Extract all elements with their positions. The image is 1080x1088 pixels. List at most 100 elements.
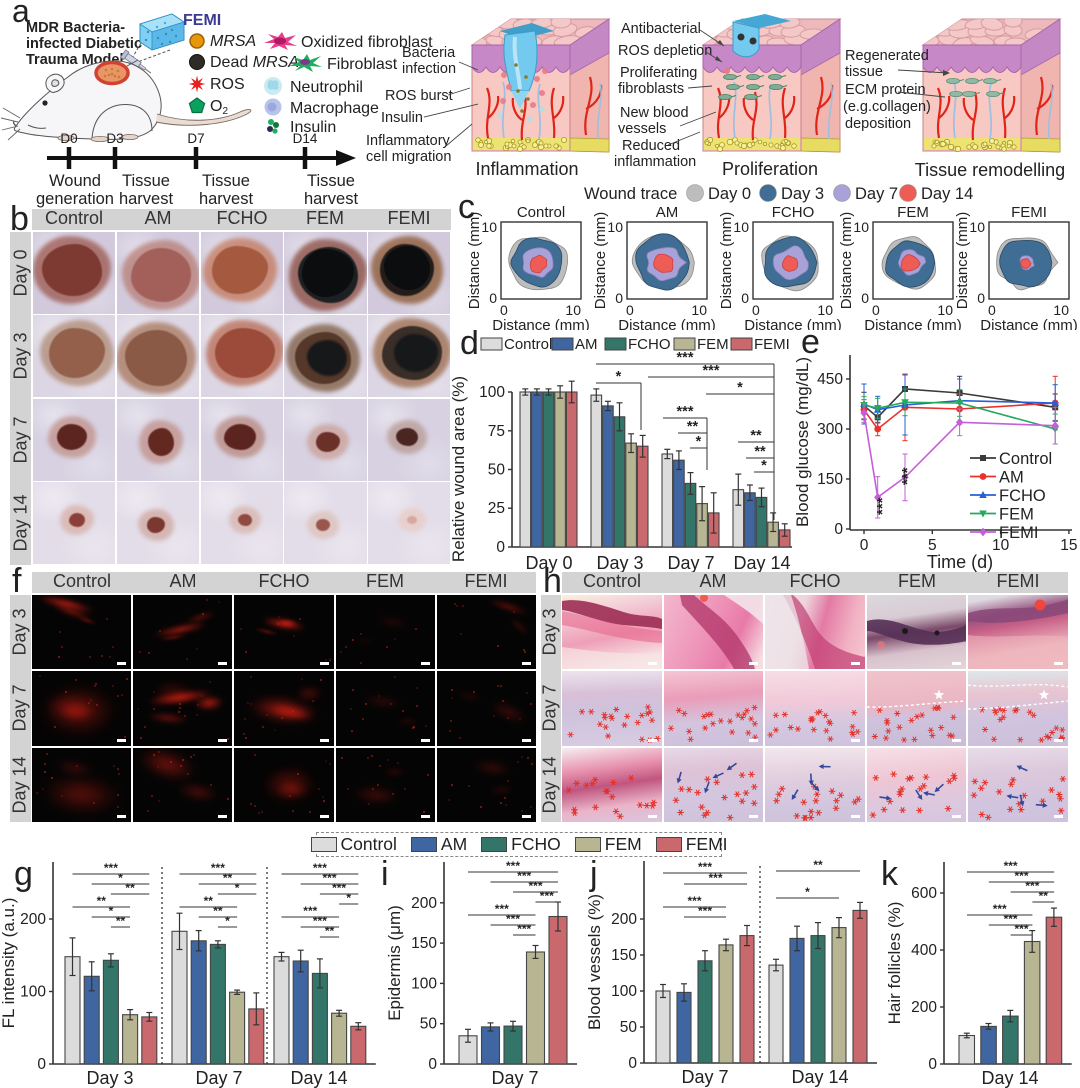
svg-text:0: 0: [626, 302, 634, 318]
svg-text:***: ***: [506, 912, 520, 926]
svg-text:***: ***: [677, 404, 694, 420]
svg-text:Control: Control: [504, 336, 552, 353]
svg-text:200: 200: [20, 911, 46, 928]
svg-text:(e.g.collagen): (e.g.collagen): [843, 99, 931, 115]
svg-text:AM: AM: [575, 336, 598, 353]
svg-text:g: g: [14, 858, 33, 893]
svg-text:200: 200: [911, 999, 937, 1016]
svg-text:***: ***: [104, 861, 118, 875]
svg-text:0: 0: [752, 302, 760, 318]
svg-text:10: 10: [607, 219, 623, 235]
svg-text:10: 10: [969, 219, 985, 235]
svg-text:Day 7: Day 7: [855, 185, 898, 203]
svg-text:***: ***: [528, 879, 542, 893]
svg-text:Distance (mm): Distance (mm): [592, 212, 609, 310]
svg-text:50: 50: [488, 462, 506, 479]
svg-text:10: 10: [481, 219, 497, 235]
svg-text:***: ***: [993, 902, 1007, 916]
svg-text:FEMI: FEMI: [754, 336, 790, 353]
svg-text:*: *: [805, 885, 810, 899]
svg-text:ECM protein: ECM protein: [845, 82, 926, 98]
svg-text:75: 75: [488, 423, 505, 440]
svg-text:D0: D0: [60, 131, 77, 146]
svg-text:Distance (mm): Distance (mm): [838, 212, 855, 310]
svg-text:*: *: [696, 434, 702, 450]
svg-text:Tissue: Tissue: [122, 172, 170, 190]
svg-text:50: 50: [420, 1016, 438, 1033]
svg-text:FEMI: FEMI: [183, 12, 221, 29]
svg-text:generation: generation: [36, 190, 114, 208]
svg-text:FCHO: FCHO: [772, 204, 815, 221]
svg-text:0: 0: [861, 290, 869, 306]
svg-text:**: **: [687, 419, 699, 435]
svg-text:Day 14: Day 14: [921, 185, 973, 203]
svg-text:***: ***: [1004, 859, 1018, 873]
svg-text:0: 0: [489, 290, 497, 306]
svg-text:Distance (mm): Distance (mm): [618, 317, 716, 330]
svg-text:***: ***: [1004, 912, 1018, 926]
svg-text:**: **: [125, 881, 135, 895]
svg-text:i: i: [381, 858, 389, 893]
svg-text:Insulin: Insulin: [381, 110, 423, 126]
svg-text:c: c: [458, 188, 475, 226]
svg-text:5: 5: [928, 537, 937, 554]
svg-text:Tissue: Tissue: [202, 172, 250, 190]
svg-text:FCHO: FCHO: [628, 336, 671, 353]
svg-text:**: **: [325, 924, 335, 938]
svg-text:AM: AM: [999, 469, 1024, 487]
svg-text:Distance (mm): Distance (mm): [718, 212, 735, 310]
svg-text:0: 0: [928, 1056, 937, 1073]
svg-text:FCHO: FCHO: [999, 487, 1046, 505]
svg-text:**: **: [813, 858, 823, 872]
svg-text:***: ***: [698, 904, 712, 918]
svg-text:10: 10: [853, 219, 869, 235]
svg-text:10: 10: [691, 302, 707, 318]
svg-text:400: 400: [911, 942, 937, 959]
svg-text:***: ***: [708, 871, 722, 885]
svg-text:150: 150: [817, 471, 843, 488]
svg-text:Distance (mm): Distance (mm): [466, 212, 483, 310]
svg-text:10: 10: [817, 302, 833, 318]
svg-text:Bacteria: Bacteria: [402, 45, 456, 61]
svg-text:k: k: [881, 858, 899, 893]
svg-text:10: 10: [992, 537, 1010, 554]
svg-text:Distance (mm): Distance (mm): [744, 317, 842, 330]
svg-text:10: 10: [565, 302, 581, 318]
svg-text:0: 0: [628, 1055, 637, 1072]
svg-text:a: a: [12, 0, 30, 29]
svg-text:Tissue: Tissue: [307, 172, 355, 190]
svg-text:Insulin: Insulin: [290, 119, 336, 136]
svg-text:**: **: [750, 428, 762, 444]
svg-text:10: 10: [937, 302, 953, 318]
svg-text:Distance (mm): Distance (mm): [980, 317, 1078, 330]
svg-text:**: **: [97, 894, 107, 908]
svg-text:15: 15: [1060, 537, 1077, 554]
svg-text:Day 3: Day 3: [781, 185, 824, 203]
svg-text:Inflammation: Inflammation: [475, 159, 578, 179]
svg-text:0: 0: [615, 290, 623, 306]
svg-text:ROS: ROS: [210, 76, 245, 93]
svg-text:100: 100: [411, 975, 437, 992]
svg-text:Day 7: Day 7: [667, 553, 714, 573]
svg-text:***: ***: [332, 881, 346, 895]
svg-text:***: ***: [517, 922, 531, 936]
svg-text:ROS depletion: ROS depletion: [618, 43, 712, 59]
svg-text:Proliferation: Proliferation: [722, 159, 818, 179]
svg-text:150: 150: [611, 947, 637, 964]
svg-text:***: ***: [211, 861, 225, 875]
svg-text:0: 0: [741, 290, 749, 306]
svg-text:***: ***: [703, 363, 720, 379]
svg-text:Day 7: Day 7: [491, 1068, 538, 1088]
svg-text:*: *: [616, 369, 622, 385]
svg-text:AM: AM: [656, 204, 679, 221]
svg-text:Regenerated: Regenerated: [845, 48, 929, 64]
svg-text:Blood vessels (%): Blood vessels (%): [585, 894, 604, 1030]
svg-text:***: ***: [313, 914, 327, 928]
svg-text:***: ***: [1014, 869, 1028, 883]
svg-text:Hair follicles (%): Hair follicles (%): [885, 902, 904, 1025]
svg-text:50: 50: [620, 1019, 638, 1036]
svg-text:Day 14: Day 14: [290, 1068, 347, 1088]
svg-text:0: 0: [872, 302, 880, 318]
svg-text:Proliferating: Proliferating: [620, 65, 697, 81]
svg-text:*: *: [225, 914, 230, 928]
